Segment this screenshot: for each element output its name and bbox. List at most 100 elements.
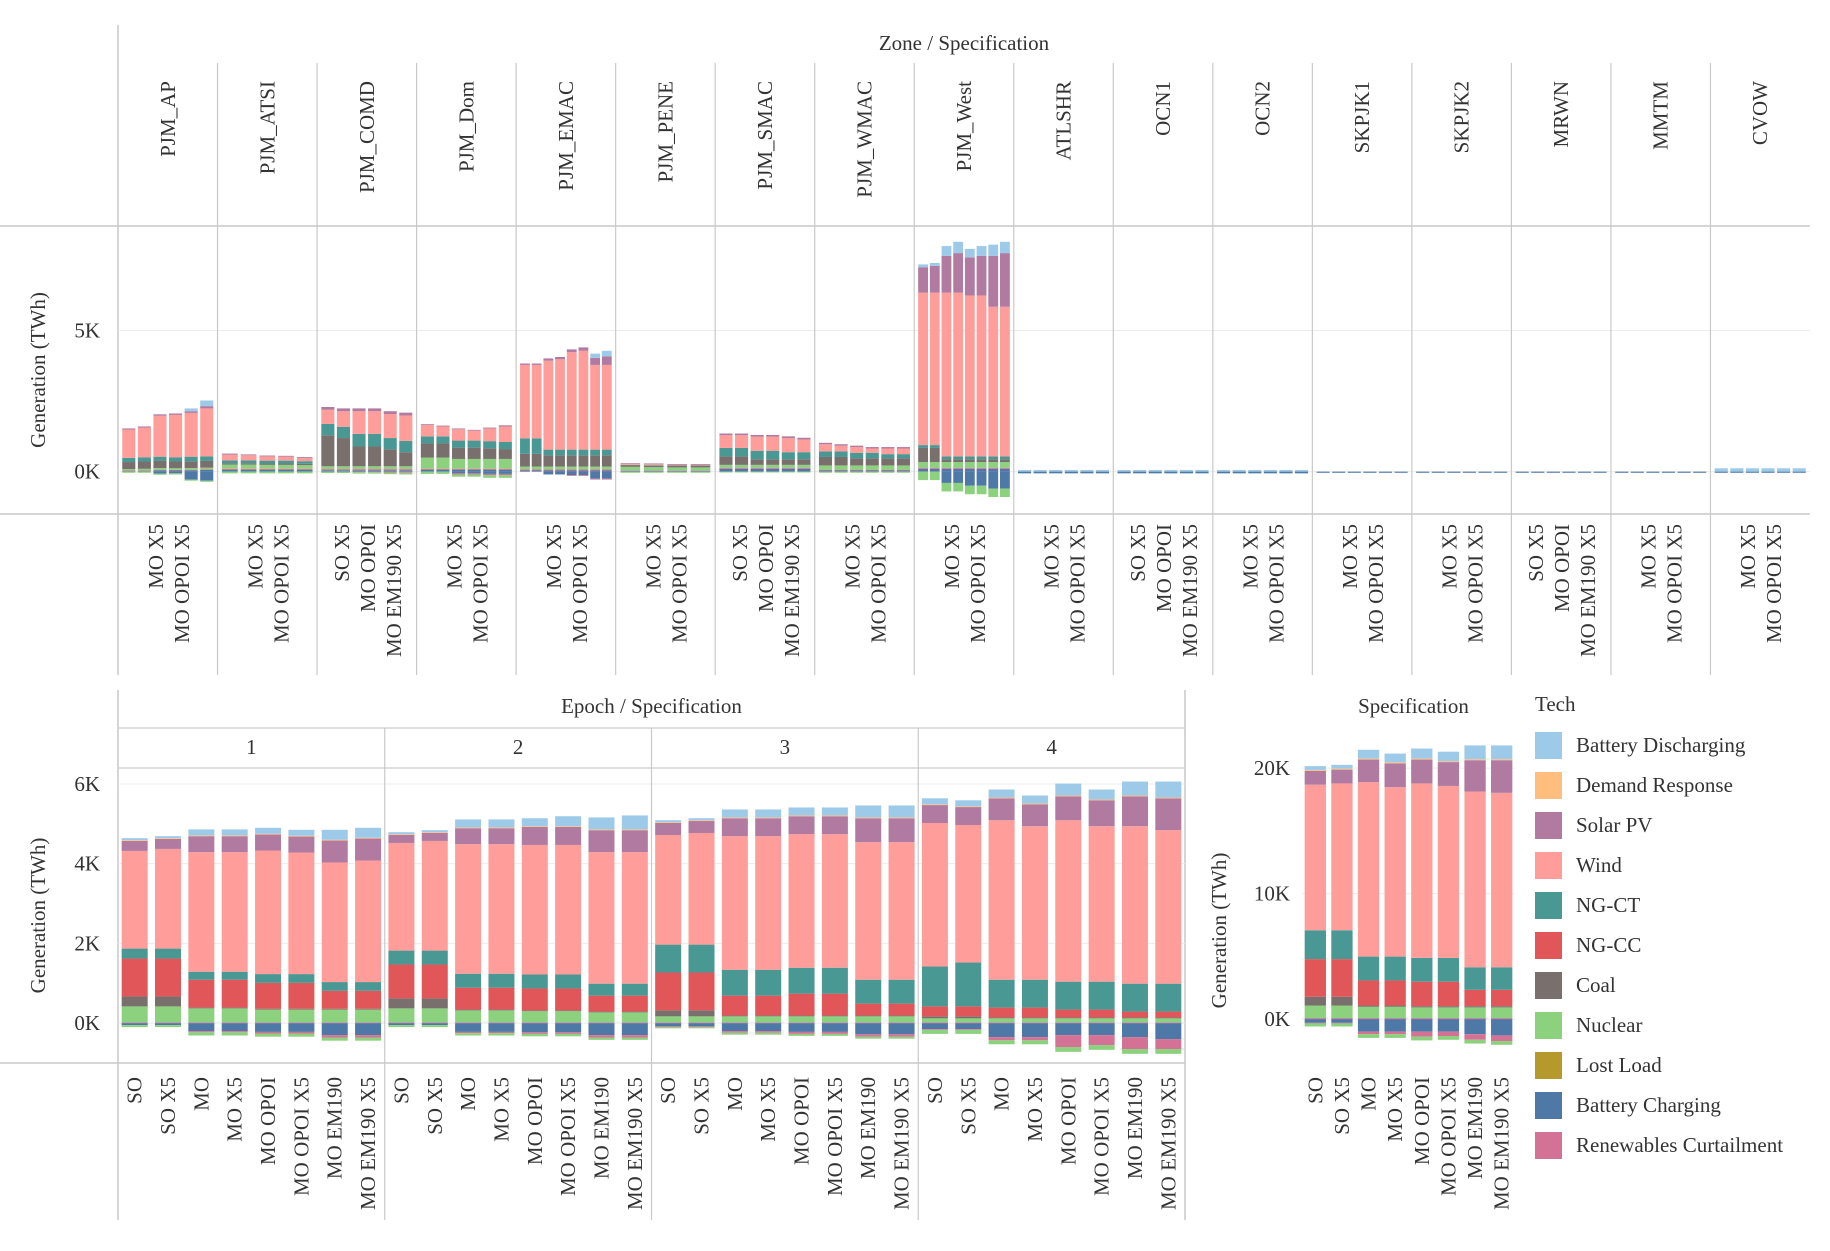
bar-segment — [555, 988, 582, 1011]
legend-item[interactable]: Battery Discharging — [1535, 725, 1825, 765]
bar-segment — [888, 805, 915, 818]
bar-segment — [988, 1007, 1015, 1018]
bar-segment — [896, 469, 910, 471]
bar-segment — [988, 789, 1015, 798]
legend-item[interactable]: Coal — [1535, 965, 1825, 1005]
bar-segment — [498, 426, 512, 442]
bar-segment — [667, 470, 687, 472]
bar-segment — [821, 993, 848, 1016]
bar-segment — [578, 466, 589, 470]
bar-segment — [1792, 468, 1806, 472]
legend-item[interactable]: Solar PV — [1535, 805, 1825, 845]
bar-segment — [834, 444, 848, 446]
bar-segment — [288, 974, 315, 983]
y-tick-label: 0K — [74, 1011, 100, 1035]
bar-segment — [888, 1015, 915, 1017]
bar-segment — [1491, 967, 1513, 990]
bar-segment — [588, 1037, 615, 1040]
bar-segment — [781, 436, 795, 439]
legend-item[interactable]: Demand Response — [1535, 765, 1825, 805]
bar-segment — [336, 426, 350, 439]
bar-segment — [643, 465, 664, 466]
x-tick-label: MO EM190 X5 — [780, 524, 804, 657]
zone-label: PJM_WMAC — [852, 81, 876, 198]
legend-item[interactable]: NG-CT — [1535, 885, 1825, 925]
bar-segment — [137, 427, 151, 458]
bar-segment — [296, 456, 313, 458]
legend-item[interactable]: Wind — [1535, 845, 1825, 885]
bar-segment — [296, 465, 313, 469]
bar-segment — [941, 255, 952, 293]
bar-segment — [1055, 1017, 1082, 1019]
bar-segment — [1693, 471, 1707, 473]
bar-segment — [896, 471, 910, 473]
bar-segment — [921, 1029, 948, 1030]
bar-segment — [240, 455, 257, 461]
y-axis-label: Generation (TWh) — [26, 838, 50, 994]
bar-segment — [590, 455, 601, 467]
bar-segment — [240, 469, 257, 472]
bar-segment — [621, 1035, 648, 1038]
bar-segment — [1761, 468, 1775, 472]
bar-segment — [1148, 471, 1162, 474]
legend-items: Battery Discharging Demand Response Solar … — [1535, 725, 1825, 1165]
bar-segment — [1000, 471, 1010, 489]
bar-segment — [137, 468, 151, 471]
bar-segment — [1331, 783, 1353, 931]
bar-segment — [1232, 471, 1246, 474]
legend-item[interactable]: NG-CC — [1535, 925, 1825, 965]
bar-segment — [797, 459, 811, 465]
legend-swatch — [1535, 931, 1562, 959]
bar-segment — [1304, 770, 1326, 785]
bar-segment — [1478, 471, 1492, 473]
bar-segment — [388, 964, 415, 999]
bar-segment — [855, 1022, 882, 1024]
bar-segment — [1714, 468, 1728, 472]
bar-segment — [688, 818, 715, 821]
bar-segment — [355, 1023, 382, 1036]
legend-item[interactable]: Nuclear — [1535, 1005, 1825, 1045]
bar-segment — [488, 827, 515, 829]
bar-segment — [1121, 1022, 1148, 1024]
bar-segment — [1677, 471, 1691, 473]
bar-segment — [221, 835, 248, 837]
bar-segment — [121, 840, 148, 841]
x-tick-label: MO OPOI — [1152, 524, 1176, 612]
epoch-panel: 2 SO SO X5 MO MO X5 MO OPOI MO OPOI X5 MO EM190… — [384, 728, 648, 1220]
bar-segment — [667, 470, 687, 471]
x-tick-label: MO EM190 — [856, 1077, 880, 1179]
bar-segment — [184, 470, 198, 472]
x-tick-label: MO OPOI — [356, 524, 380, 612]
legend-item[interactable]: Renewables Curtailment — [1535, 1125, 1825, 1165]
bar-segment — [1304, 996, 1326, 1006]
bar-segment — [321, 435, 335, 467]
bar-segment — [221, 1032, 248, 1036]
bar-segment — [321, 469, 335, 471]
bar-segment — [1155, 781, 1182, 798]
bar-segment — [896, 465, 910, 470]
bar-segment — [321, 1009, 348, 1023]
bar-segment — [1195, 471, 1209, 474]
bar-segment — [259, 456, 276, 461]
bar-segment — [988, 1040, 1015, 1045]
bar-segment — [735, 435, 749, 448]
bar-segment — [184, 467, 198, 470]
bar-segment — [1304, 1018, 1326, 1020]
bar-segment — [452, 458, 466, 469]
bar-segment — [184, 456, 198, 462]
bar-segment — [555, 471, 565, 475]
legend-item[interactable]: Lost Load — [1535, 1045, 1825, 1085]
bar-segment — [420, 468, 434, 470]
bar-segment — [259, 471, 276, 474]
bar-segment — [388, 998, 415, 1009]
bar-segment — [296, 469, 313, 472]
bar-segment — [818, 451, 833, 457]
bar-segment — [818, 471, 833, 473]
bar-segment — [578, 455, 589, 467]
legend-item[interactable]: Battery Charging — [1535, 1085, 1825, 1125]
bar-segment — [690, 466, 711, 468]
bar-segment — [929, 468, 940, 472]
bar-segment — [388, 832, 415, 835]
bar-segment — [200, 400, 214, 407]
bar-segment — [368, 471, 382, 473]
